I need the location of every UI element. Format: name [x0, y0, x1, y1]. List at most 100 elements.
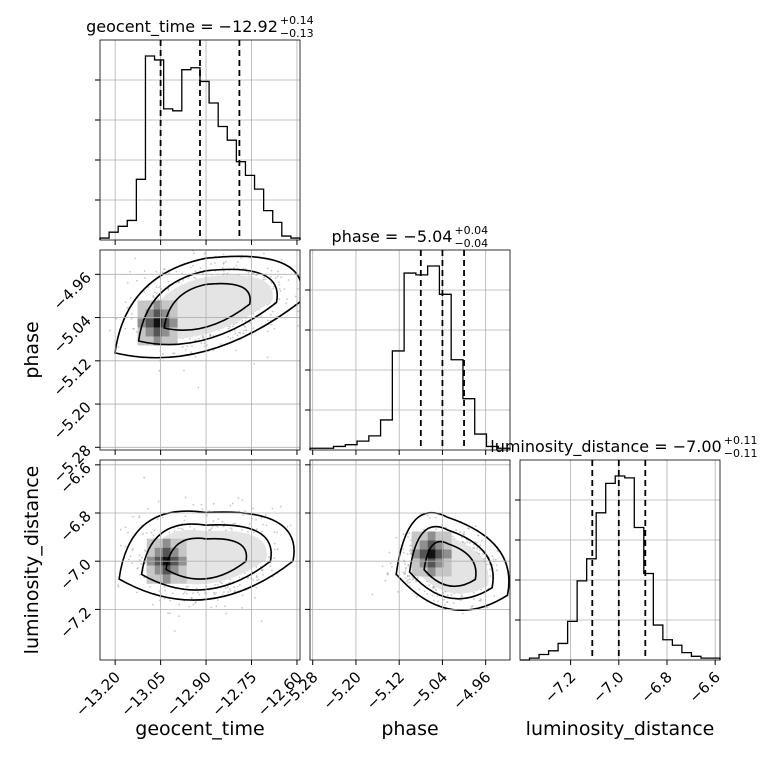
sample-point	[253, 362, 256, 365]
sample-point	[236, 585, 239, 588]
density-cell	[427, 549, 436, 559]
sample-point	[216, 525, 219, 528]
sample-point	[241, 320, 244, 322]
histogram-panel-luminosity_distance: luminosity_distance = −7.00 +0.11−0.11	[490, 434, 758, 661]
pair-panel-geocent_time-phase	[99, 249, 301, 451]
x-tick-label: −6.8	[637, 668, 675, 706]
sample-point	[242, 267, 245, 270]
sample-point	[171, 592, 174, 595]
sample-point	[280, 258, 283, 261]
density-cell	[427, 531, 436, 541]
sample-point	[476, 547, 479, 550]
density-cell	[178, 565, 187, 575]
sample-point	[479, 544, 482, 547]
panel-frame	[99, 249, 301, 451]
sample-point	[273, 557, 276, 559]
sample-point	[210, 263, 212, 265]
sample-point	[138, 554, 141, 557]
density-cell	[419, 558, 428, 568]
sample-point	[297, 310, 300, 313]
sample-point	[117, 346, 120, 348]
sample-point	[164, 589, 167, 592]
sample-point	[442, 592, 445, 594]
density-cell	[146, 565, 155, 575]
sample-point	[224, 605, 226, 608]
density-cell	[169, 318, 178, 328]
sample-point	[428, 517, 431, 519]
density-cell	[154, 538, 163, 548]
panel-title: geocent_time = −12.92	[86, 17, 278, 37]
panel-content	[117, 476, 295, 633]
sample-point	[150, 531, 153, 534]
sample-point	[162, 352, 164, 355]
sample-point	[181, 528, 184, 531]
sample-point	[194, 270, 197, 273]
sample-point	[287, 279, 290, 281]
sample-point	[241, 607, 244, 609]
sample-point	[488, 563, 491, 566]
sample-point	[270, 323, 273, 326]
sample-point	[404, 563, 406, 566]
sample-point	[212, 502, 215, 505]
sample-point	[409, 544, 412, 547]
sample-point	[276, 531, 278, 534]
sample-point	[191, 345, 193, 348]
sample-point	[262, 278, 265, 281]
sample-point	[134, 257, 136, 260]
title-lower-error: −0.13	[280, 27, 314, 40]
sample-point	[143, 549, 146, 552]
sample-point	[186, 345, 189, 347]
sample-point	[224, 587, 227, 590]
sample-point	[234, 332, 237, 335]
sample-point	[157, 500, 160, 503]
density-cell	[411, 531, 420, 541]
sample-point	[149, 586, 152, 588]
density-cell	[170, 547, 179, 557]
sample-point	[127, 531, 129, 534]
sample-point	[270, 269, 273, 272]
sample-point	[184, 591, 186, 593]
sample-point	[450, 594, 453, 596]
sample-point	[158, 590, 161, 592]
sample-point	[389, 562, 392, 565]
density-cell	[178, 547, 187, 557]
title-lower-error: −0.11	[724, 447, 758, 460]
sample-point	[264, 514, 267, 516]
sample-point	[478, 552, 481, 555]
sample-point	[238, 331, 241, 334]
sample-point	[200, 342, 203, 345]
sample-point	[273, 548, 276, 551]
density-cell	[419, 540, 428, 550]
sample-point	[192, 503, 195, 506]
sample-point	[283, 288, 286, 290]
y-axis-label: luminosity_distance	[21, 466, 43, 655]
sample-point	[266, 356, 269, 359]
sample-point	[262, 523, 264, 526]
panel-content	[371, 512, 510, 615]
panel-frame	[99, 39, 301, 241]
y-tick-label: −4.96	[50, 268, 95, 313]
sample-point	[269, 313, 272, 316]
y-tick-label: −5.20	[50, 398, 95, 443]
sample-point	[143, 476, 146, 479]
sample-point	[226, 586, 229, 588]
density-cell	[161, 309, 170, 319]
sample-point	[215, 592, 217, 594]
sample-point	[253, 531, 255, 534]
sample-point	[185, 585, 188, 588]
title-lower-error: −0.04	[454, 237, 488, 250]
sample-point	[201, 508, 204, 511]
sample-point	[446, 601, 448, 604]
x-tick-label: −4.96	[449, 668, 494, 713]
sample-point	[416, 595, 418, 598]
sample-point	[278, 288, 281, 290]
title-upper-error: +0.11	[724, 434, 758, 447]
density-cell	[153, 318, 162, 328]
sample-point	[461, 594, 464, 597]
sample-point	[131, 549, 133, 552]
sample-point	[236, 334, 239, 337]
sample-point	[255, 528, 258, 531]
panel-frame	[519, 459, 721, 661]
sample-point	[272, 285, 275, 288]
x-tick-label: −13.20	[72, 668, 124, 720]
